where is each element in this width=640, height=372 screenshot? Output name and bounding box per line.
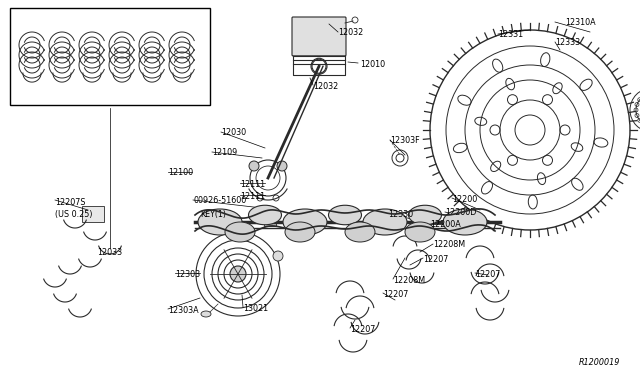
Text: 12111: 12111 (240, 192, 265, 201)
Text: 12303F: 12303F (390, 136, 420, 145)
Ellipse shape (405, 222, 435, 242)
Text: 00926-51600: 00926-51600 (193, 196, 246, 205)
Bar (264, 220, 276, 226)
Text: 12111: 12111 (240, 180, 265, 189)
Text: R1200019: R1200019 (579, 358, 620, 367)
Circle shape (230, 266, 246, 282)
Text: 12030: 12030 (221, 128, 246, 137)
Ellipse shape (198, 209, 242, 235)
Ellipse shape (363, 209, 407, 235)
Ellipse shape (225, 222, 255, 242)
Text: 12032: 12032 (338, 28, 364, 37)
Text: 12207: 12207 (423, 255, 449, 264)
Circle shape (277, 161, 287, 171)
Bar (10, 8, 210, 105)
Text: 12207: 12207 (475, 270, 500, 279)
Text: 12330: 12330 (388, 210, 413, 219)
Text: 12310A: 12310A (565, 18, 596, 27)
Ellipse shape (408, 205, 442, 225)
Text: 12303A: 12303A (168, 306, 198, 315)
FancyBboxPatch shape (82, 206, 104, 222)
Text: 12033: 12033 (97, 248, 123, 257)
FancyBboxPatch shape (292, 17, 346, 56)
Text: 12200A: 12200A (430, 220, 461, 229)
Text: 13021: 13021 (243, 304, 268, 313)
Circle shape (273, 251, 283, 261)
Text: 12010: 12010 (360, 60, 385, 69)
Text: 12303: 12303 (175, 270, 200, 279)
Circle shape (249, 161, 259, 171)
Ellipse shape (328, 205, 362, 225)
Text: 12208M: 12208M (433, 240, 465, 249)
Ellipse shape (443, 209, 487, 235)
Text: 12331: 12331 (498, 30, 523, 39)
Text: (US 0.25): (US 0.25) (55, 210, 93, 219)
Text: KEY(1): KEY(1) (200, 210, 226, 219)
Text: 12100: 12100 (168, 168, 193, 177)
Text: 12207: 12207 (350, 325, 376, 334)
Text: 12200D: 12200D (445, 208, 476, 217)
Ellipse shape (345, 222, 375, 242)
Text: 12333: 12333 (555, 38, 580, 47)
Ellipse shape (248, 205, 282, 225)
Text: 12109: 12109 (212, 148, 237, 157)
Ellipse shape (285, 222, 315, 242)
Text: 12207: 12207 (383, 290, 408, 299)
Ellipse shape (201, 311, 211, 317)
Text: 12207S: 12207S (55, 198, 86, 207)
Text: 12200: 12200 (452, 195, 477, 204)
Text: 12032: 12032 (313, 82, 339, 91)
Text: 12208M: 12208M (393, 276, 425, 285)
Ellipse shape (283, 209, 327, 235)
